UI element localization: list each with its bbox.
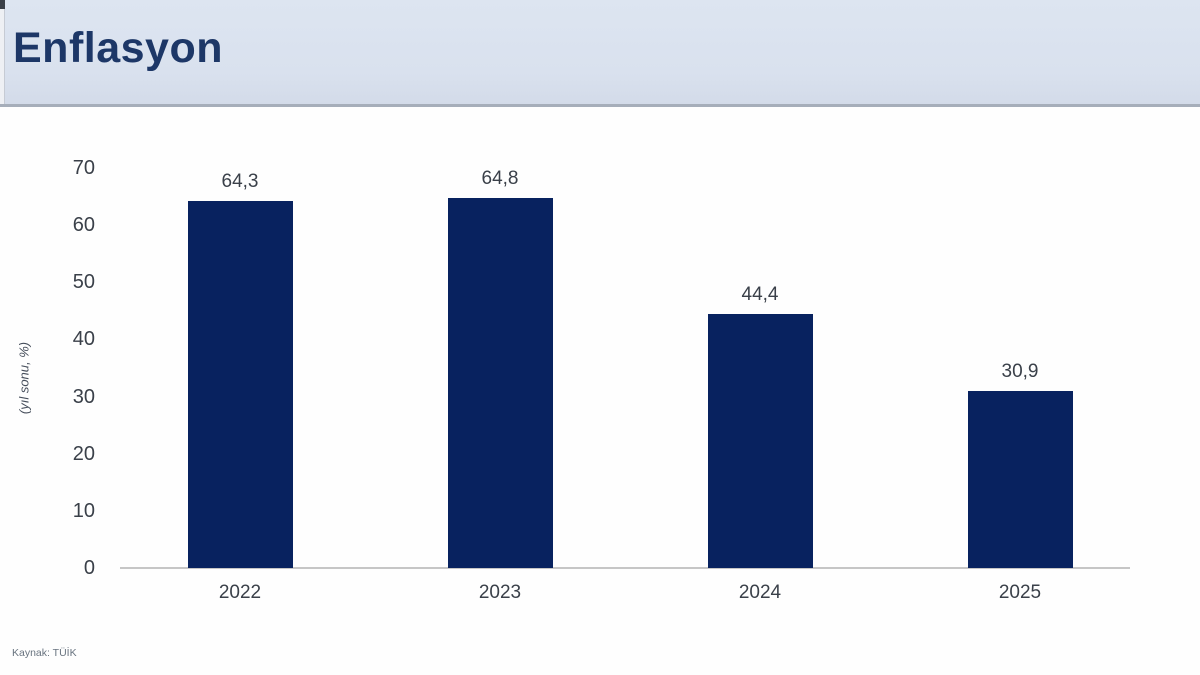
x-axis-line — [120, 567, 1130, 569]
bar-value-label-2022: 64,3 — [221, 170, 259, 192]
header: Enflasyon — [0, 0, 1200, 107]
corner-mark — [0, 0, 5, 9]
bar-2023 — [447, 197, 553, 568]
x-tick-2024: 2024 — [738, 582, 782, 603]
y-tick-30: 30 — [72, 385, 95, 408]
bar-value-label-2025: 30,9 — [1001, 361, 1039, 383]
x-tick-2022: 2022 — [218, 582, 262, 603]
y-tick-40: 40 — [72, 328, 95, 351]
y-tick-50: 50 — [72, 271, 95, 294]
bar-value-label-2023: 64,8 — [481, 167, 519, 189]
y-tick-20: 20 — [72, 442, 95, 465]
bar-2022 — [187, 200, 293, 568]
plot-area: 64,3 2022 64,8 2023 44,4 2024 30,9 2025 — [110, 167, 1150, 603]
page-title: Enflasyon — [13, 24, 223, 72]
x-tick-2023: 2023 — [478, 582, 522, 603]
bar-2025 — [967, 391, 1073, 568]
x-tick-2025: 2025 — [998, 582, 1042, 603]
bar-2024 — [707, 314, 813, 568]
y-tick-60: 60 — [72, 214, 95, 237]
y-tick-10: 10 — [72, 499, 95, 522]
bar-value-label-2024: 44,4 — [741, 284, 779, 306]
y-tick-0: 0 — [83, 557, 95, 579]
source-note: Kaynak: TÜİK — [12, 647, 77, 659]
left-edge-strip — [0, 0, 5, 104]
y-tick-70: 70 — [72, 157, 95, 179]
